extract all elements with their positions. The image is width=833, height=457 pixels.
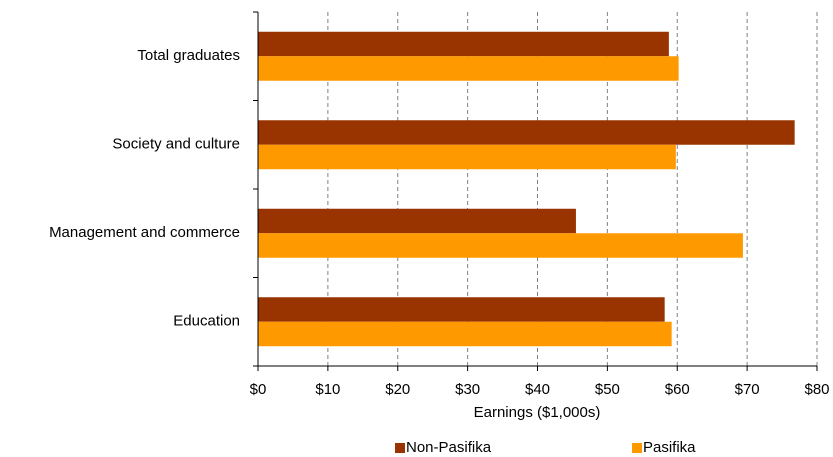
legend-label: Non-Pasifika [406, 439, 492, 456]
x-tick-label: $70 [735, 381, 760, 398]
x-tick-label: $20 [385, 381, 410, 398]
x-tick-label: $60 [665, 381, 690, 398]
y-tick-label: Management and commerce [49, 224, 240, 241]
bar [258, 208, 576, 234]
x-tick-label: $50 [595, 381, 620, 398]
y-tick-label: Education [173, 313, 240, 330]
x-tick-label: $10 [315, 381, 340, 398]
legend-swatch [632, 443, 642, 453]
x-tick-label: $80 [804, 381, 829, 398]
x-axis-title: Earnings ($1,000s) [474, 404, 601, 421]
y-tick-label: Total graduates [137, 47, 240, 64]
x-tick-label: $40 [525, 381, 550, 398]
legend-label: Pasifika [643, 439, 696, 456]
bar [258, 321, 672, 347]
x-tick-label: $30 [455, 381, 480, 398]
bar [258, 233, 743, 258]
bar [258, 297, 665, 322]
bar [258, 144, 676, 170]
bar [258, 120, 795, 145]
bar [258, 56, 679, 81]
legend-swatch [395, 443, 405, 453]
y-tick-label: Society and culture [112, 136, 240, 153]
x-tick-label: $0 [250, 381, 267, 398]
bar [258, 31, 669, 57]
